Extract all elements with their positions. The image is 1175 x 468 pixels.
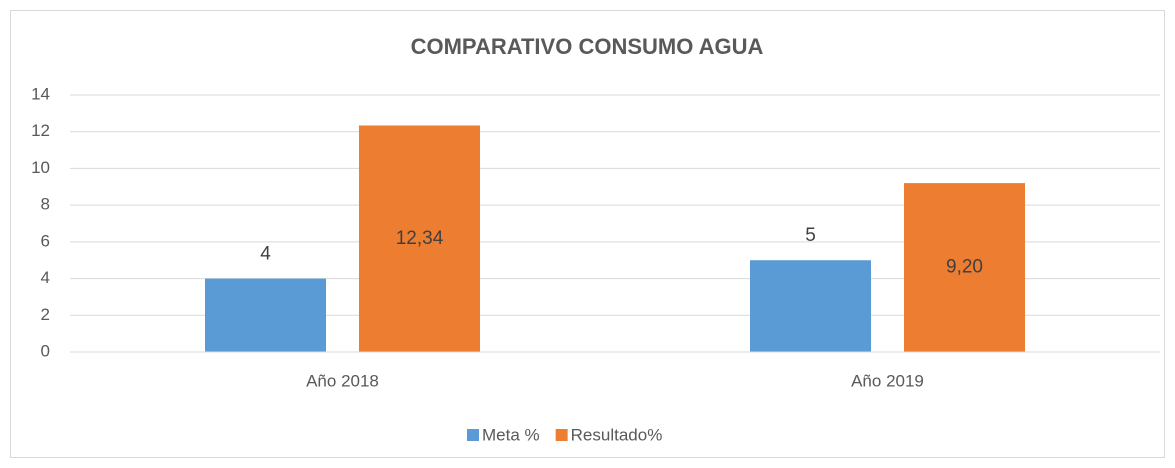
x-tick-label: Año 2019	[851, 371, 924, 390]
bar	[904, 183, 1025, 352]
x-tick-label: Año 2018	[306, 371, 379, 390]
legend-swatch	[467, 429, 479, 441]
y-tick-label: 0	[41, 341, 50, 360]
y-tick-label: 10	[31, 158, 50, 177]
data-label: 4	[260, 244, 271, 265]
bar	[359, 125, 480, 352]
bar	[750, 260, 871, 352]
data-label: 12,34	[396, 228, 444, 249]
y-tick-label: 8	[41, 195, 50, 214]
legend-label: Resultado%	[571, 425, 663, 444]
bar	[205, 278, 326, 352]
data-label: 5	[805, 225, 816, 246]
data-label: 9,20	[946, 257, 983, 278]
y-tick-label: 12	[31, 121, 50, 140]
legend-label: Meta %	[482, 425, 540, 444]
chart-title: COMPARATIVO CONSUMO AGUA	[411, 34, 764, 59]
y-tick-label: 4	[41, 268, 50, 287]
y-tick-label: 14	[31, 84, 50, 103]
legend-swatch	[555, 429, 568, 441]
y-tick-label: 6	[41, 231, 50, 250]
y-tick-label: 2	[41, 305, 50, 324]
